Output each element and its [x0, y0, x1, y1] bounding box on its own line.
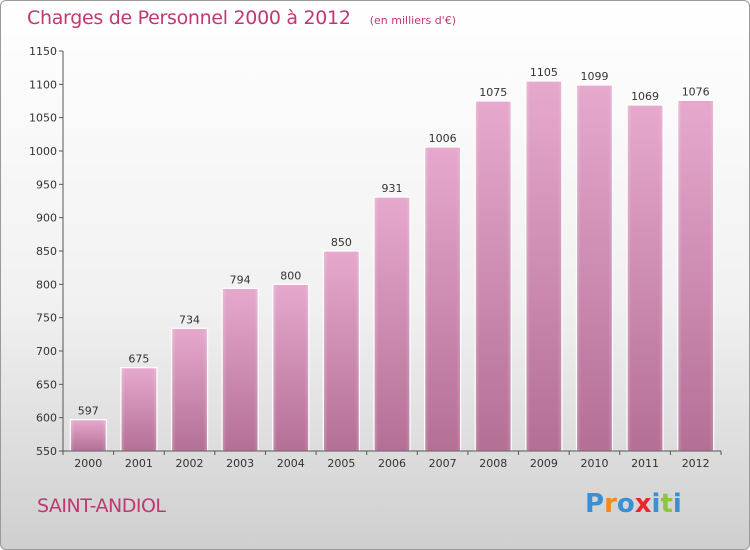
bar-value-label: 734	[179, 313, 200, 326]
x-axis: 2000 2001 2002 2003 2004 2005 2006 2007 2008 2009…	[62, 450, 722, 470]
y-tick-label: 1150	[29, 45, 57, 58]
x-tick-label: 2000	[74, 457, 102, 470]
bar-shine	[677, 100, 714, 451]
bar-shine	[374, 197, 410, 451]
bars: 597 675 734 794 800 850 931 1006 1075 1105 1099 106…	[69, 66, 715, 452]
bar-shine	[525, 81, 562, 451]
x-tick-label: 2010	[580, 457, 608, 470]
x-tick-label: 2002	[176, 457, 204, 470]
bar-shine	[576, 85, 613, 451]
bar-value-label: 1105	[530, 66, 558, 79]
bar-shine	[272, 284, 309, 451]
y-tick-label: 700	[36, 345, 57, 358]
commune-name: SAINT-ANDIOL	[37, 495, 166, 517]
logo-letter: o	[616, 489, 635, 519]
bar-value-label: 675	[128, 353, 149, 366]
logo-letter: i	[651, 489, 661, 519]
x-tick-label: 2011	[631, 457, 659, 470]
x-tick-label: 2007	[429, 457, 457, 470]
y-tick-label: 900	[36, 212, 57, 225]
y-tick-label: 1050	[29, 112, 57, 125]
bar-value-label: 1006	[429, 132, 457, 145]
x-tick-label: 2008	[479, 457, 507, 470]
bar-value-label: 931	[382, 182, 403, 195]
logo-letter: t	[660, 489, 673, 519]
chart-title: Charges de Personnel 2000 à 2012	[27, 7, 351, 29]
bar-value-label: 800	[280, 269, 301, 282]
y-tick-label: 850	[36, 245, 57, 258]
logo-letter: r	[604, 489, 617, 519]
bar-value-label: 1069	[631, 90, 659, 103]
y-tick-label: 650	[36, 378, 57, 391]
x-tick-label: 2006	[378, 457, 406, 470]
y-tick-label: 800	[36, 278, 57, 291]
logo-letter: P	[585, 489, 605, 519]
logo-letter: x	[634, 489, 652, 519]
y-axis: 550 600 650 700 750 800 850 900 950 1000 1050 1100 1…	[29, 45, 64, 458]
x-tick-label: 2012	[682, 457, 710, 470]
bar-shine	[475, 101, 512, 451]
title-row: Charges de Personnel 2000 à 2012 (en mil…	[27, 7, 456, 29]
x-tick-label: 2003	[226, 457, 254, 470]
y-tick-label: 1000	[29, 145, 57, 158]
bar-value-label: 794	[230, 273, 251, 286]
x-tick-label: 2009	[530, 457, 558, 470]
x-tick-label: 2004	[277, 457, 305, 470]
y-tick-label: 950	[36, 178, 57, 191]
y-tick-label: 600	[36, 412, 57, 425]
y-tick-label: 550	[36, 445, 57, 458]
bar-value-label: 1099	[580, 70, 608, 83]
bar-value-label: 1075	[479, 86, 507, 99]
bar-shine	[70, 419, 107, 451]
proxiti-logo[interactable]: Proxiti	[585, 489, 682, 519]
chart-subtitle: (en milliers d'€)	[369, 14, 457, 27]
bar-shine	[120, 367, 157, 451]
bar-shine	[222, 288, 259, 451]
bar-value-label: 1076	[682, 85, 710, 98]
x-tick-label: 2005	[327, 457, 355, 470]
logo-letter: i	[672, 489, 682, 519]
bar-value-label: 850	[331, 236, 352, 249]
bar-shine	[627, 105, 664, 451]
x-tick-label: 2001	[125, 457, 153, 470]
bar-shine	[171, 328, 208, 451]
bar-shine	[323, 251, 360, 451]
bar-shine	[424, 147, 461, 451]
y-tick-label: 1100	[29, 78, 57, 91]
bar-value-label: 597	[78, 405, 99, 418]
y-tick-label: 750	[36, 312, 57, 325]
